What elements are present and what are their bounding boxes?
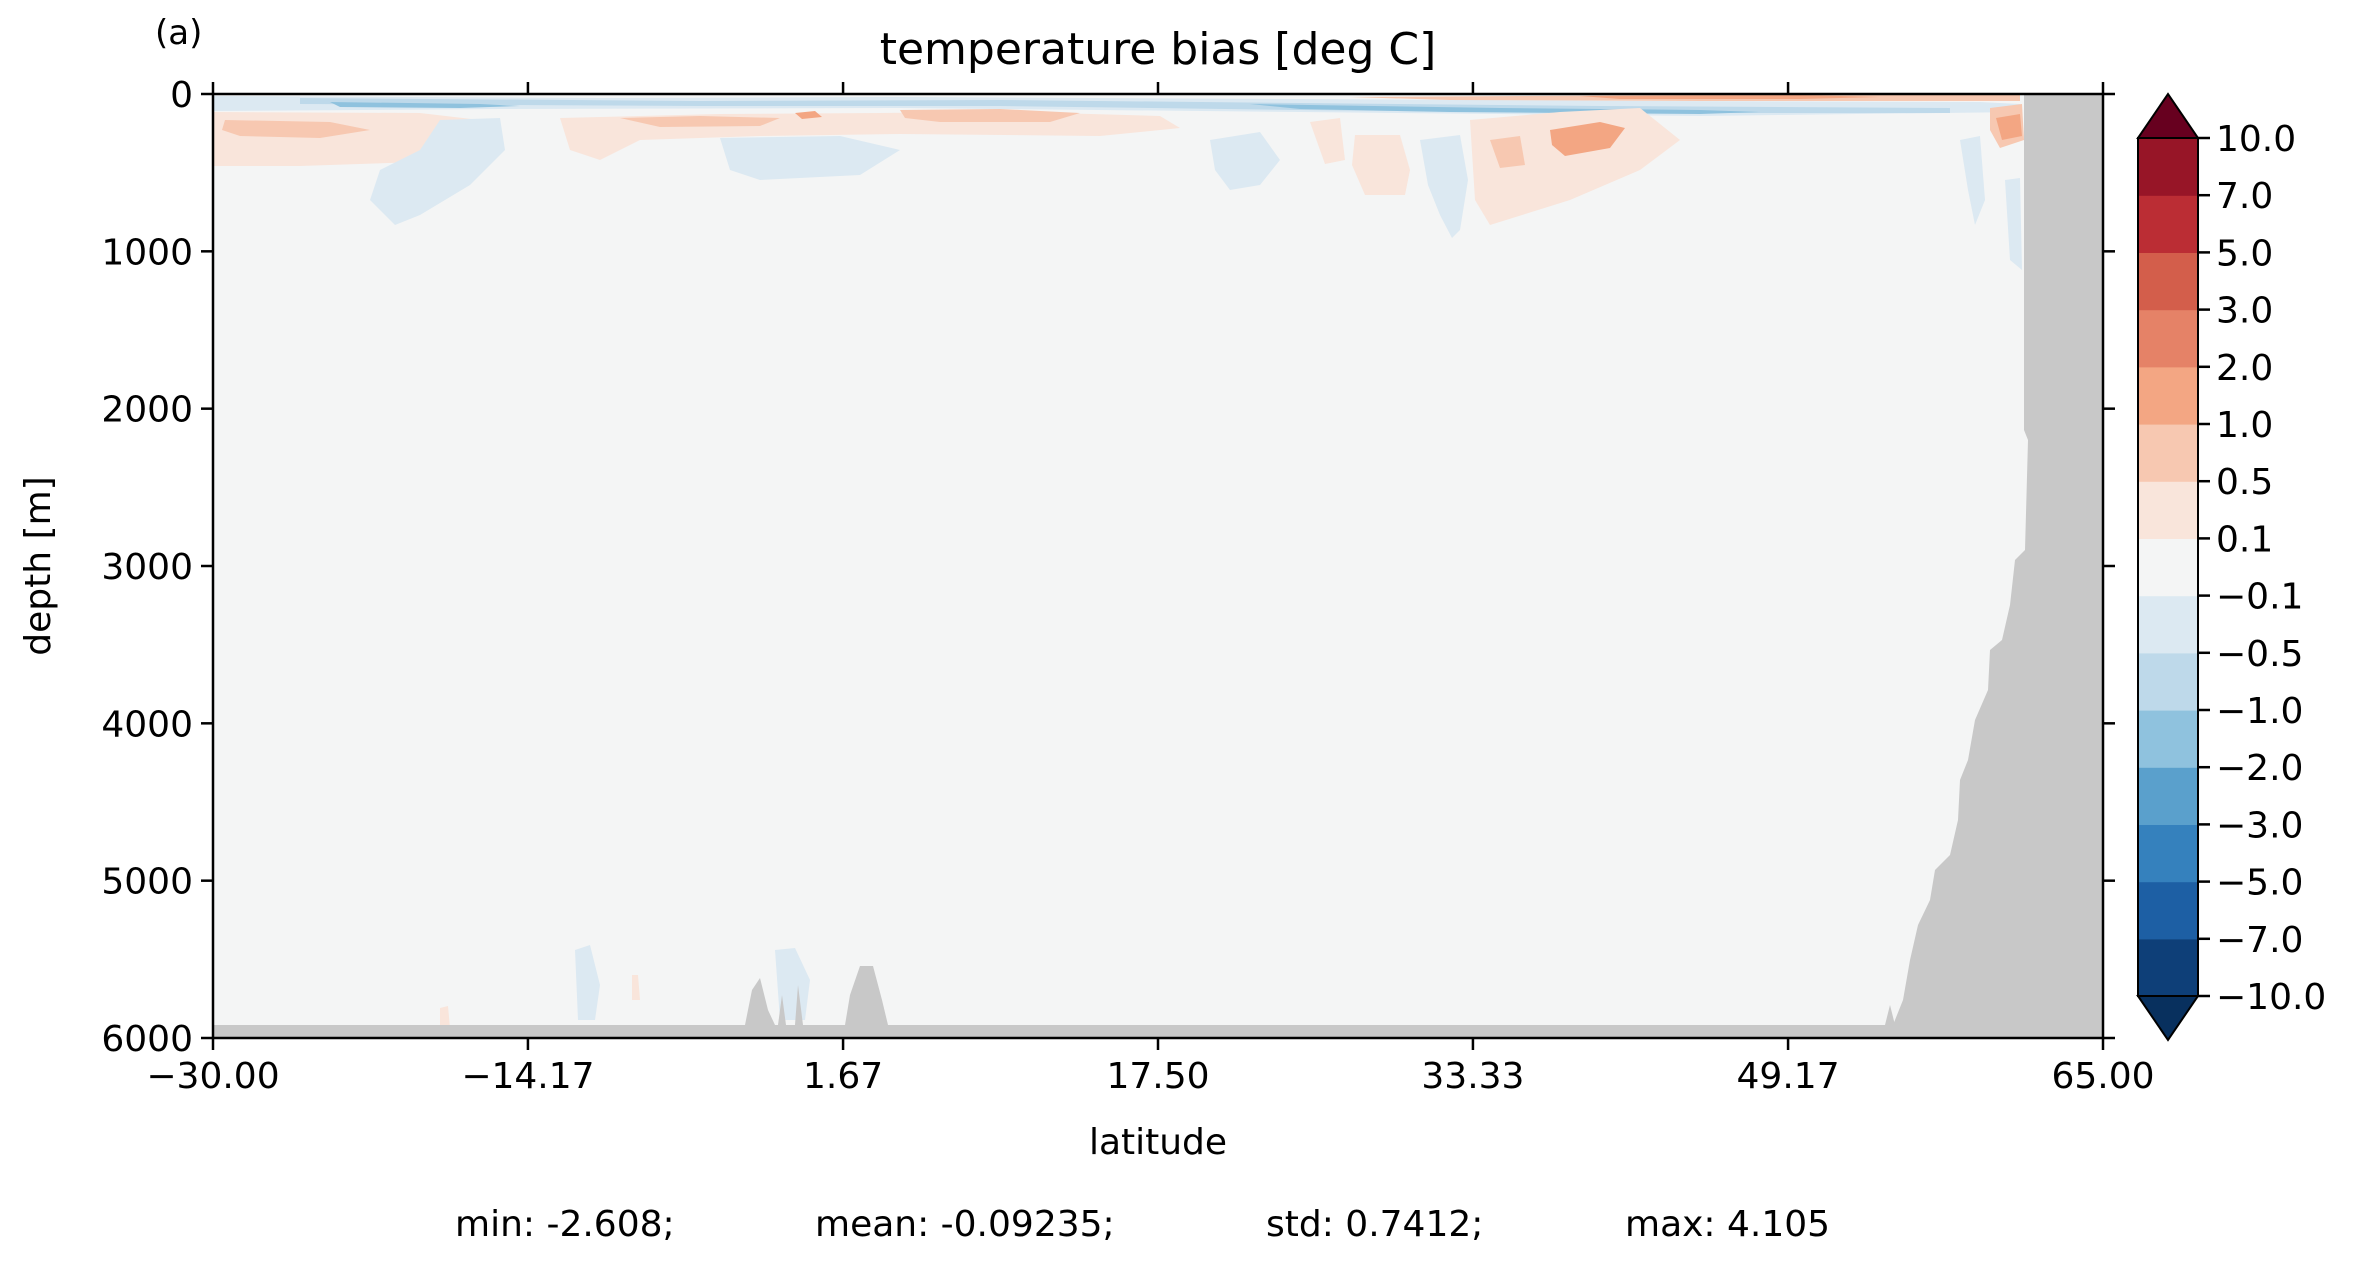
x-tick-label: −30.00 [146,1056,279,1097]
colorbar-under-arrow [2136,995,2200,1042]
surface-warm-strip-core [1580,95,1880,99]
y-tick-label: 4000 [101,704,193,745]
colorbar-segment [2138,424,2198,482]
colorbar: −10.0 −7.0 −5.0 −3.0 −2.0 −1.0 −0.5 −0.1 0.1 0.5 1… [2136,92,2326,1042]
warm-band-tropics-core [620,116,780,127]
colorbar-tick-label: 3.0 [2216,291,2273,332]
colorbar-over-arrow [2136,92,2200,139]
cool-patch-north [1960,136,1985,225]
x-tick-label: 17.50 [1106,1056,1209,1097]
x-tick-label: 33.33 [1421,1056,1524,1097]
colorbar-tick-label: 0.1 [2216,519,2273,560]
cool-patch-tropics [720,136,900,180]
colorbar-tick-label: −5.0 [2216,863,2303,904]
northern-land [1890,94,2103,1038]
colorbar-tick-label: −2.0 [2216,748,2303,789]
colorbar-frame [2137,137,2199,997]
y-tick-label: 6000 [101,1019,193,1060]
x-axis-label: latitude [1089,1122,1227,1163]
y-axis: 0 1000 2000 3000 4000 5000 6000 [101,75,2115,1060]
colorbar-tick-label: −0.5 [2216,634,2303,675]
colorbar-segment [2138,767,2198,825]
colorbar-segment [2138,195,2198,253]
warm-band-midlat [1352,135,1410,195]
cool-patch-subtropics [1210,132,1280,190]
deep-warm-south [440,1006,450,1028]
colorbar-tick-label: 2.0 [2216,348,2273,389]
x-tick-label: −14.17 [461,1056,594,1097]
warm-band-north-core-2 [1550,122,1625,156]
colorbar-segment [2138,309,2198,368]
colorbar-segment [2138,710,2198,768]
colorbar-tick-label: 5.0 [2216,233,2273,274]
colorbar-segment [2138,538,2198,597]
warm-band-north [1470,108,1680,225]
colorbar-segment [2138,366,2198,425]
colorbar-segment [2138,595,2198,654]
colorbar-tick-label: 10.0 [2216,119,2296,160]
colorbar-segment [2138,881,2198,940]
surface-cool-west [330,102,520,108]
colorbar-tick-label: 1.0 [2216,405,2273,446]
warm-band-south-core [222,120,370,138]
seamount-1 [745,978,775,1025]
warm-band-subtropics [1310,118,1345,164]
colorbar-segment [2138,824,2198,883]
x-axis: −30.00 −14.17 1.67 17.50 33.33 49.17 65.00 [146,82,2155,1097]
cool-patch-arctic-edge [2005,178,2022,270]
seamount-5 [1885,1005,1895,1025]
plot-background [213,94,2103,1038]
seamount-3 [795,985,803,1025]
seafloor-strip [213,1025,2103,1038]
colorbar-tick-label: −0.1 [2216,577,2303,618]
stats-line: min: -2.608; mean: -0.09235; std: 0.7412… [455,1204,1830,1245]
stats-std: std: 0.7412; [1266,1204,1483,1245]
y-axis-label: depth [m] [18,476,59,655]
colorbar-tick-label: −10.0 [2216,977,2326,1018]
colorbar-tick-label: −7.0 [2216,920,2303,961]
y-tick-label: 5000 [101,862,193,903]
warm-spot-tropics [795,111,822,119]
colorbar-segment [2138,481,2198,539]
colorbar-segment [2138,652,2198,711]
deep-cool-south [575,945,600,1020]
colorbar-segment [2138,138,2198,196]
x-tick-label: 65.00 [2051,1056,2154,1097]
y-tick-label: 2000 [101,390,193,431]
stats-min: min: -2.608; [455,1204,675,1245]
warm-band-arctic-core [1996,114,2022,140]
colorbar-tick-label: 0.5 [2216,462,2273,503]
colorbar-tick-label: −3.0 [2216,805,2303,846]
panel-label: (a) [155,13,202,53]
plot-area [213,94,2103,1038]
deep-warm-tropics [632,975,640,1000]
y-tick-label: 1000 [101,232,193,273]
land-mask [213,94,2103,1038]
seamount-4 [845,966,888,1025]
warm-band-tropics-core-2 [900,109,1080,122]
deep-cool-tropics [775,948,810,1020]
colorbar-tick-label: 7.0 [2216,176,2273,217]
warm-band-north-core [1490,136,1525,168]
stats-max: max: 4.105 [1625,1204,1830,1245]
chart-title: temperature bias [deg C] [880,24,1437,75]
seamount-2 [778,995,786,1025]
y-tick-label: 0 [170,75,193,116]
colorbar-tick-label: −1.0 [2216,691,2303,732]
x-tick-label: 1.67 [803,1056,883,1097]
colorbar-segment [2138,938,2198,997]
colorbar-segment [2138,252,2198,311]
cool-patch-midlat [1420,135,1468,238]
y-tick-label: 3000 [101,547,193,588]
bias-fields [213,95,2024,1028]
cool-patch-south [370,118,505,225]
stats-mean: mean: -0.09235; [815,1204,1115,1245]
x-tick-label: 49.17 [1737,1056,1840,1097]
